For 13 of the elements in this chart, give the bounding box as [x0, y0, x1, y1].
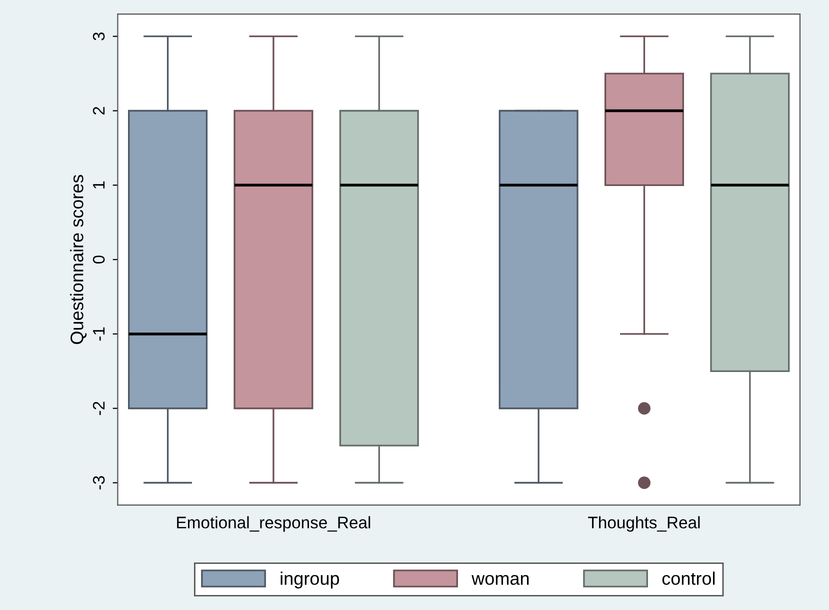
y-tick-label: -3: [92, 476, 105, 490]
legend-label: ingroup: [280, 572, 340, 588]
y-axis-title: Questionnaire scores: [70, 174, 87, 344]
y-tick-label: 1: [93, 181, 105, 189]
x-tick-label: Thoughts_Real: [588, 516, 700, 532]
y-tick-label: 3: [92, 32, 105, 40]
y-tick-label: 0: [92, 256, 105, 264]
legend-label: control: [662, 572, 715, 585]
legend-label: woman: [472, 574, 529, 585]
x-tick-label: Emotional_response_Real: [177, 516, 370, 532]
y-tick-label: -1: [93, 327, 105, 341]
y-tick-label: 2: [92, 106, 105, 115]
y-tick-label: -2: [92, 402, 105, 416]
